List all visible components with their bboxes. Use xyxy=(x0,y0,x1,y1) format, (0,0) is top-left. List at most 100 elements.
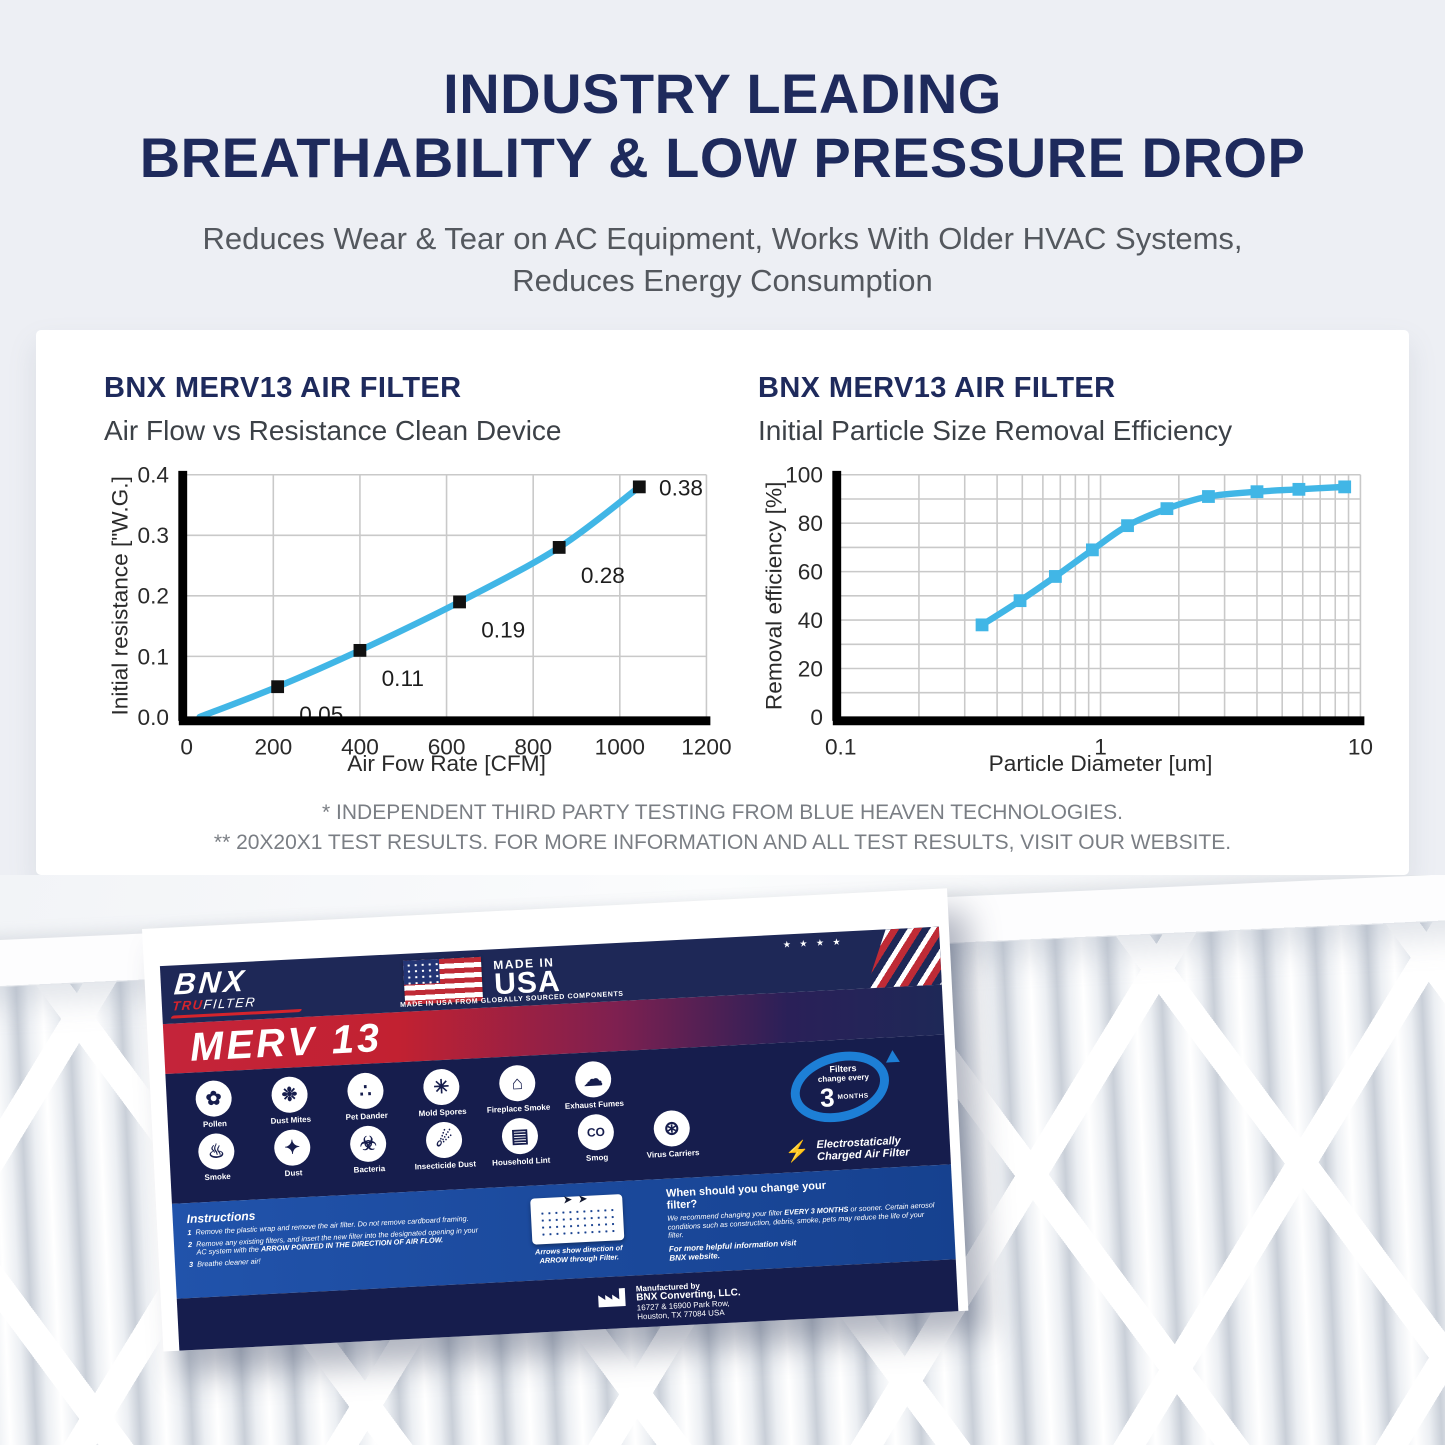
chart-subtitle: Initial Particle Size Removal Efficiency xyxy=(758,415,1233,446)
y-axis-label: Initial resistance ["W.G.] xyxy=(108,476,133,715)
diagram-caption: Arrows show direction of ARROW through F… xyxy=(534,1243,623,1265)
contaminant-label: Exhaust Fumes xyxy=(564,1098,625,1111)
gridlines xyxy=(186,473,708,717)
chart-title: BNX MERV13 AIR FILTER xyxy=(758,372,1116,404)
svg-text:0.2: 0.2 xyxy=(138,584,169,609)
svg-text:0.3: 0.3 xyxy=(138,523,169,548)
contaminant-item: ✳ Mold Spores xyxy=(406,1067,478,1118)
data-series-line xyxy=(978,483,1348,629)
stars-decoration: ★ ★ ★ ★ xyxy=(782,936,844,950)
svg-text:100: 100 xyxy=(785,463,823,488)
contaminant-label: Pollen xyxy=(202,1118,228,1130)
contaminant-item: ☁ Exhaust Fumes xyxy=(557,1060,629,1111)
badge-unit: MONTHS xyxy=(837,1091,869,1101)
airflow-arrows-icon: ➤ ➤ xyxy=(563,1193,590,1207)
svg-text:0.28: 0.28 xyxy=(581,563,625,588)
svg-text:0.11: 0.11 xyxy=(382,666,424,691)
contaminant-item: ✦ Dust xyxy=(256,1128,328,1179)
bacteria-icon: ☣ xyxy=(349,1124,388,1163)
svg-text:200: 200 xyxy=(254,734,292,759)
contaminant-item: ⌂ Fireplace Smoke xyxy=(481,1063,553,1115)
svg-text:10: 10 xyxy=(1348,734,1373,759)
contaminant-label: Smog xyxy=(585,1152,609,1163)
label-side-column: Filters change every 3 MONTHS ⚡ xyxy=(747,1041,942,1166)
contaminant-icon-rows: ✿ Pollen ❉ Dust Mites ∴ Pet Dander ✳ Mold Spore… xyxy=(178,1054,753,1196)
svg-text:0.1: 0.1 xyxy=(138,644,169,669)
title-line-1: INDUSTRY LEADING xyxy=(443,62,1002,125)
chart-title: BNX MERV13 AIR FILTER xyxy=(104,372,462,404)
svg-text:600: 600 xyxy=(428,734,466,759)
label-footer: Manufactured by BNX Converting, LLC. 167… xyxy=(176,1259,959,1351)
badge-number: 3 xyxy=(819,1082,836,1113)
contaminant-label: Household Lint xyxy=(491,1155,551,1168)
instructions-column: Instructions 1 Remove the plastic wrap a… xyxy=(186,1197,489,1288)
svg-text:1000: 1000 xyxy=(595,734,645,759)
logo-filter: FILTER xyxy=(202,993,257,1012)
svg-text:0: 0 xyxy=(180,734,193,759)
svg-text:0.38: 0.38 xyxy=(659,476,703,501)
footnote-2: ** 20X20X1 TEST RESULTS. FOR MORE INFORM… xyxy=(213,831,1232,854)
charts-panel: BNX MERV13 AIR FILTER Air Flow vs Resist… xyxy=(36,330,1409,875)
svg-text:0.1: 0.1 xyxy=(825,734,856,759)
svg-text:40: 40 xyxy=(798,608,823,633)
data-points: 0.050.110.190.280.38 xyxy=(271,476,703,727)
exhaust-fumes-icon: ☁ xyxy=(574,1060,613,1099)
smog-icon: CO xyxy=(576,1113,615,1152)
contaminant-label: Insecticide Dust xyxy=(414,1159,477,1172)
manufacturer-block: Manufactured by BNX Converting, LLC. 167… xyxy=(597,1279,742,1324)
made-in-usa-text: MADE IN USA xyxy=(492,955,562,1002)
airflow-resistance-chart-block: BNX MERV13 AIR FILTER Air Flow vs Resist… xyxy=(104,372,734,780)
contaminant-item: ❉ Dust Mites xyxy=(254,1075,326,1126)
y-axis-label: Removal efficiency [%] xyxy=(762,482,787,710)
svg-text:1200: 1200 xyxy=(681,734,731,759)
contaminant-item: ∴ Pet Dander xyxy=(330,1071,402,1122)
change-filter-column: When should you change your filter? We r… xyxy=(666,1174,943,1264)
svg-text:400: 400 xyxy=(341,734,379,759)
footnotes: * INDEPENDENT THIRD PARTY TESTING FROM B… xyxy=(36,798,1409,858)
subtitle-line-1: Reduces Wear & Tear on AC Equipment, Wor… xyxy=(202,221,1243,256)
factory-icon xyxy=(598,1287,626,1308)
filter-diagram-icon: ➤ ➤ xyxy=(530,1193,625,1245)
data-points xyxy=(975,480,1352,632)
bnx-trufilter-logo: BNX TRUFILTER xyxy=(170,960,380,1019)
page-subtitle: Reduces Wear & Tear on AC Equipment, Wor… xyxy=(0,218,1445,302)
mold-spores-icon: ✳ xyxy=(422,1068,461,1106)
contaminant-label: Pet Dander xyxy=(345,1110,389,1122)
product-label: BNX TRUFILTER MADE IN USA MADE IN USA FR… xyxy=(159,926,959,1351)
contaminant-item: ⊛ Virus Carriers xyxy=(636,1109,708,1160)
contaminant-label: Virus Carriers xyxy=(646,1148,700,1160)
logo-tru: TRU xyxy=(171,996,205,1014)
x-axis-label: Particle Diameter [um] xyxy=(989,751,1213,776)
air-filter-front: BNX TRUFILTER MADE IN USA MADE IN USA FR… xyxy=(142,888,969,1352)
pollen-icon: ✿ xyxy=(194,1079,233,1118)
contaminant-label: Dust xyxy=(284,1168,303,1179)
title-line-2: BREATHABILITY & LOW PRESSURE DROP xyxy=(139,126,1306,189)
chart-subtitle: Air Flow vs Resistance Clean Device xyxy=(104,415,562,446)
contaminant-label: Dust Mites xyxy=(270,1114,312,1126)
tick-labels: 0 200 400 600 800 1000 1200 0.0 0.1 0.2 0.3 0.4 xyxy=(138,463,732,760)
x-axis-label: Air Fow Rate [CFM] xyxy=(347,751,546,776)
contaminant-label: Fireplace Smoke xyxy=(486,1102,551,1115)
contaminant-item: ▤ Household Lint xyxy=(484,1116,556,1168)
contaminant-item: ♨ Smoke xyxy=(180,1132,252,1183)
product-photo: BNX TRUFILTER MADE IN USA MADE IN USA FR… xyxy=(0,875,1445,1445)
particle-efficiency-chart-block: BNX MERV13 AIR FILTER Initial Particle S… xyxy=(758,372,1388,780)
header: INDUSTRY LEADING BREATHABILITY & LOW PRE… xyxy=(0,0,1445,302)
virus-carriers-icon: ⊛ xyxy=(652,1109,691,1148)
contaminant-item: CO Smog xyxy=(560,1113,632,1164)
airflow-resistance-chart: 0.050.110.190.280.38 0 200 400 600 800 1000 12… xyxy=(108,463,732,776)
svg-text:20: 20 xyxy=(798,656,823,681)
airflow-diagram-column: ➤ ➤ Arrows show direction of ARROW throu… xyxy=(498,1188,658,1272)
subtitle-line-2: Reduces Energy Consumption xyxy=(512,263,933,298)
svg-text:60: 60 xyxy=(798,560,823,585)
smoke-icon: ♨ xyxy=(197,1132,236,1171)
dust-mites-icon: ❉ xyxy=(270,1075,309,1114)
household-lint-icon: ▤ xyxy=(501,1117,539,1156)
contaminant-item: ✿ Pollen xyxy=(178,1079,250,1130)
axes xyxy=(178,470,711,726)
svg-text:800: 800 xyxy=(514,734,552,759)
svg-text:0.0: 0.0 xyxy=(138,705,169,730)
dust-icon: ✦ xyxy=(273,1128,312,1167)
page-title: INDUSTRY LEADING BREATHABILITY & LOW PRE… xyxy=(0,62,1445,190)
